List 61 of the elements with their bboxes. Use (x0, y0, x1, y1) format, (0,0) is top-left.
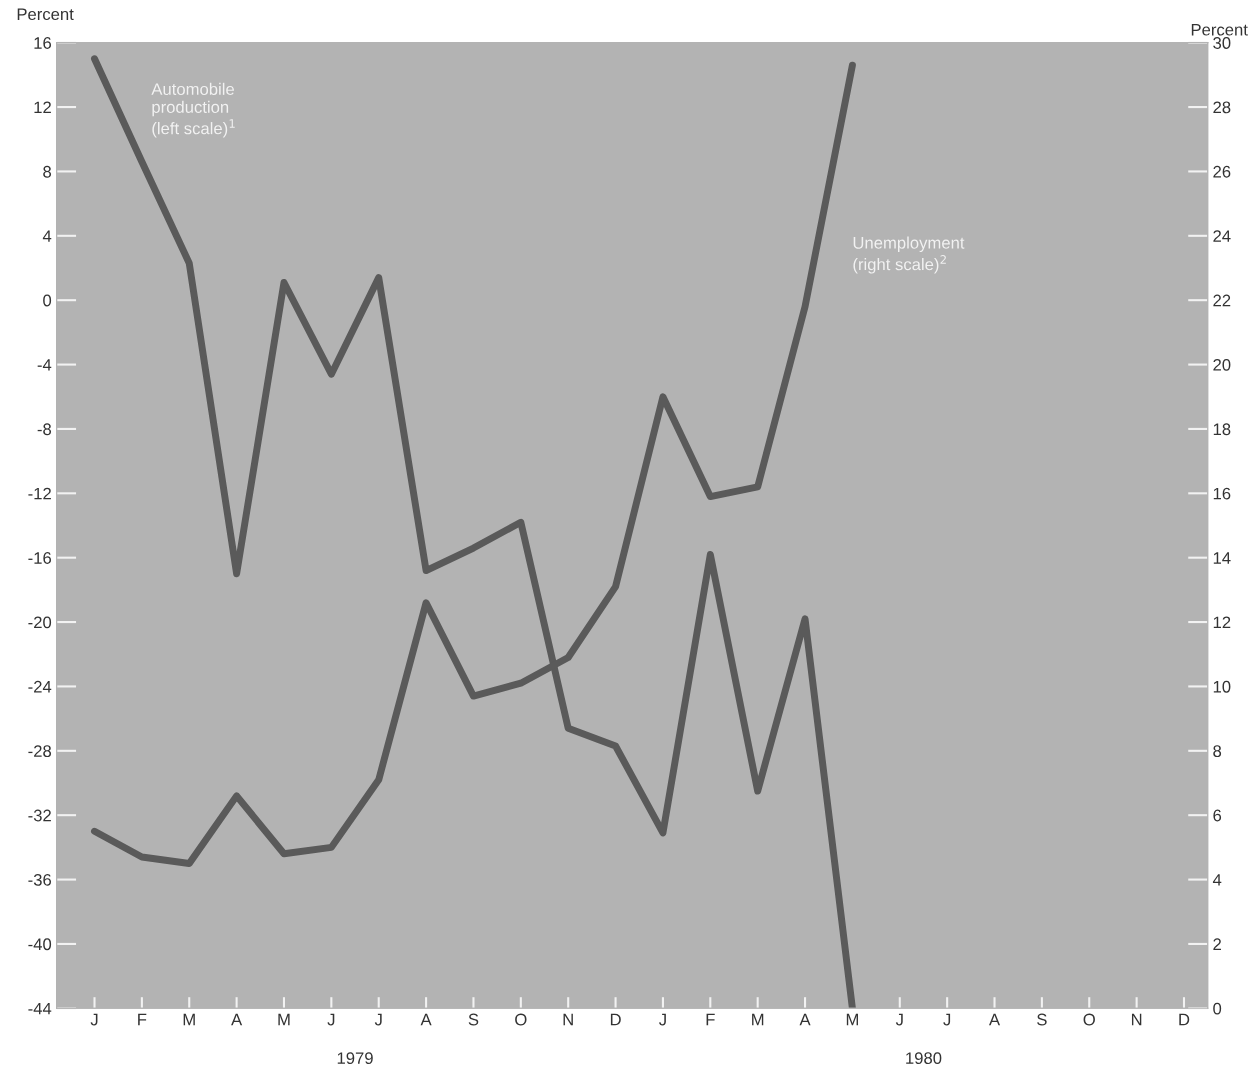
text: Unemployment (right scale)$^{2}$ (853, 236, 965, 274)
y2-tick-label: 20 (1213, 358, 1231, 371)
y-axis-title: Percent (17, 8, 74, 21)
y2-tick-label: 8 (1213, 745, 1222, 758)
y-tick-label: -8 (37, 423, 52, 436)
x-tick-label: J (327, 1013, 335, 1026)
y2-tick-label: 16 (1213, 487, 1231, 500)
y2-tick-label: 30 (1213, 37, 1231, 49)
y2-tick-label: 14 (1213, 552, 1231, 564)
y-tick-label: -4 (37, 359, 52, 371)
x-tick-label: J (943, 1013, 951, 1026)
y-tick-label: -36 (28, 873, 52, 886)
x-tick-label: J (659, 1013, 666, 1026)
x-tick-label: A (420, 1013, 432, 1026)
y2-tick-label: 12 (1213, 616, 1231, 629)
x-tick-label: F (706, 1013, 715, 1026)
y2-tick-label: 24 (1213, 230, 1231, 242)
text: 1979 (337, 1052, 373, 1065)
x-tick-label: S (468, 1013, 479, 1026)
y2-tick-label: 0 (1213, 1002, 1222, 1015)
x-tick-label: N (1131, 1013, 1142, 1026)
x-tick-label: J (90, 1013, 98, 1026)
y2-tick-label: 18 (1213, 423, 1231, 436)
x-tick-label: M (752, 1013, 764, 1026)
x-tick-label: S (1037, 1013, 1047, 1026)
y2-tick-label: 2 (1213, 938, 1221, 950)
y-tick-label: 0 (43, 294, 52, 307)
y-tick-label: 12 (34, 101, 51, 114)
y-tick-label: -44 (28, 1002, 52, 1015)
y-tick-label: -12 (28, 487, 51, 500)
x-tick-label: O (515, 1013, 527, 1026)
x-tick-label: A (799, 1013, 811, 1026)
x-tick-label: A (231, 1013, 243, 1026)
x-tick-label: N (563, 1013, 573, 1026)
x-tick-label: F (138, 1013, 147, 1026)
x-tick-label: J (895, 1013, 903, 1026)
y-tick-label: -28 (28, 745, 52, 758)
y2-tick-label: 26 (1213, 165, 1231, 178)
y2-tick-label: 22 (1213, 294, 1231, 307)
y-tick-label: -40 (28, 938, 52, 951)
y-tick-label: 16 (34, 37, 52, 49)
x-tick-label: A (988, 1013, 1001, 1026)
y2-tick-label: 6 (1213, 809, 1222, 822)
x-tick-label: D (610, 1013, 621, 1026)
y-tick-label: -20 (28, 616, 52, 629)
x-tick-label: M (183, 1013, 195, 1026)
x-tick-label: D (1179, 1013, 1190, 1026)
y2-axis-title: Percent (1191, 23, 1248, 36)
y-tick-label: -32 (28, 809, 51, 822)
y-tick-label: 4 (42, 230, 52, 242)
x-tick-label: J (374, 1013, 382, 1026)
x-tick-label: O (1083, 1013, 1095, 1026)
y-tick-label: -24 (28, 680, 52, 693)
y-tick-label: -16 (28, 552, 52, 564)
y-tick-label: 8 (43, 165, 52, 178)
y2-tick-label: 10 (1213, 680, 1231, 693)
x-tick-label: M (278, 1013, 290, 1026)
y2-tick-label: 4 (1212, 874, 1222, 886)
text: 1980 (906, 1052, 942, 1065)
x-tick-label: M (846, 1013, 858, 1026)
y2-tick-label: 28 (1213, 101, 1231, 114)
